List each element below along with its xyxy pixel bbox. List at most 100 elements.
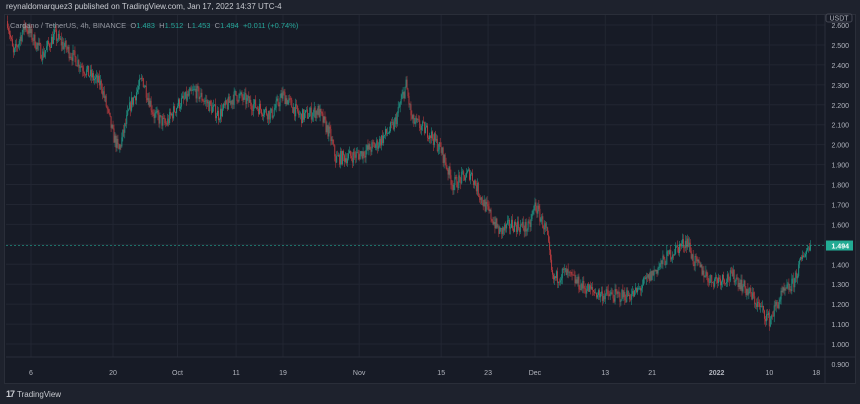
price-tick-label: 2.500 bbox=[831, 43, 849, 50]
candle-body bbox=[503, 227, 505, 231]
candle-body bbox=[115, 135, 117, 148]
candle-body bbox=[316, 110, 318, 115]
candle-body bbox=[543, 228, 545, 230]
candle-body bbox=[674, 254, 676, 255]
candle-body bbox=[88, 65, 90, 77]
candle-body bbox=[37, 43, 39, 46]
candle-body bbox=[408, 95, 410, 105]
candle-body bbox=[100, 80, 102, 89]
candle-body bbox=[113, 128, 115, 143]
candle-body bbox=[476, 182, 478, 192]
candle-body bbox=[290, 98, 292, 100]
candle-body bbox=[401, 94, 403, 99]
candle-body bbox=[269, 111, 271, 120]
candle-body bbox=[375, 145, 377, 148]
candle-body bbox=[721, 281, 723, 286]
candle-body bbox=[350, 155, 352, 158]
candle-body bbox=[324, 116, 326, 120]
candle-body bbox=[299, 114, 301, 115]
candle-body bbox=[380, 138, 382, 146]
candle-body bbox=[718, 277, 720, 283]
candle-body bbox=[91, 69, 93, 78]
candle-body bbox=[57, 33, 59, 40]
candle-body bbox=[770, 315, 772, 319]
candle-body bbox=[610, 292, 612, 294]
candle-body bbox=[670, 249, 672, 260]
candle-body bbox=[222, 103, 224, 109]
candle-body bbox=[331, 139, 333, 142]
candle-body bbox=[771, 315, 773, 317]
candle-body bbox=[335, 156, 337, 163]
candle-body bbox=[73, 50, 75, 51]
candle-body bbox=[531, 214, 533, 219]
candle-body bbox=[384, 134, 386, 136]
candle-body bbox=[485, 201, 487, 212]
candle-body bbox=[659, 263, 661, 268]
candle-body bbox=[734, 280, 736, 283]
candle-body bbox=[395, 117, 397, 125]
candle-body bbox=[172, 113, 174, 119]
candle-body bbox=[579, 289, 581, 291]
candle-body bbox=[404, 86, 406, 99]
candle-body bbox=[84, 73, 86, 75]
candle-body bbox=[284, 92, 286, 105]
candle-body bbox=[754, 296, 756, 305]
candle-body bbox=[363, 151, 365, 156]
candle-body bbox=[493, 222, 495, 225]
candle-body bbox=[56, 39, 58, 41]
candle-body bbox=[433, 133, 435, 145]
candle-body bbox=[191, 90, 193, 92]
candle-body bbox=[679, 244, 681, 254]
candle-body bbox=[177, 99, 179, 107]
candle-body bbox=[114, 135, 116, 143]
candle-body bbox=[351, 157, 353, 163]
candle-body bbox=[571, 271, 573, 275]
candle-body bbox=[487, 204, 489, 207]
candle-body bbox=[583, 280, 585, 288]
candle-body bbox=[35, 47, 37, 50]
candle-body bbox=[117, 138, 119, 145]
candle-body bbox=[50, 47, 52, 48]
candle-body bbox=[540, 219, 542, 222]
candle-body bbox=[358, 154, 360, 160]
candle-body bbox=[125, 123, 127, 125]
candle-body bbox=[389, 122, 391, 132]
candle-body bbox=[642, 278, 644, 286]
candle-body bbox=[711, 275, 713, 283]
candle-body bbox=[9, 34, 11, 38]
candle-body bbox=[182, 95, 184, 99]
candle-body bbox=[245, 93, 247, 104]
candle-body bbox=[9, 30, 11, 35]
chart-frame[interactable] bbox=[4, 14, 856, 384]
candle-body bbox=[30, 28, 32, 34]
candle-body bbox=[529, 222, 531, 227]
tradingview-logo[interactable]: 17 TradingView bbox=[6, 389, 61, 399]
candle-body bbox=[314, 107, 316, 119]
candle-body bbox=[52, 34, 54, 44]
candle-body bbox=[526, 229, 528, 232]
candle-body bbox=[143, 86, 145, 88]
publisher-line: reynaldomarquez3 published on TradingVie… bbox=[6, 2, 282, 11]
candle-body bbox=[758, 301, 760, 303]
candle-body bbox=[806, 248, 808, 251]
candle-body bbox=[369, 144, 371, 150]
candle-body bbox=[558, 281, 560, 283]
candle-body bbox=[637, 288, 639, 293]
candle-body bbox=[656, 269, 658, 274]
candle-body bbox=[187, 93, 189, 96]
candle-body bbox=[501, 227, 503, 235]
time-tick-label: 23 bbox=[484, 370, 492, 377]
candle-body bbox=[673, 254, 675, 256]
candle-body bbox=[174, 106, 176, 112]
candle-body bbox=[62, 41, 64, 50]
candle-body bbox=[8, 27, 10, 31]
candle-body bbox=[580, 283, 582, 290]
candle-body bbox=[785, 288, 787, 290]
candle-body bbox=[475, 185, 477, 192]
candle-body bbox=[364, 155, 366, 158]
candle-body bbox=[129, 102, 131, 110]
candle-body bbox=[577, 276, 579, 284]
candle-body bbox=[607, 290, 609, 295]
candle-body bbox=[59, 38, 61, 40]
